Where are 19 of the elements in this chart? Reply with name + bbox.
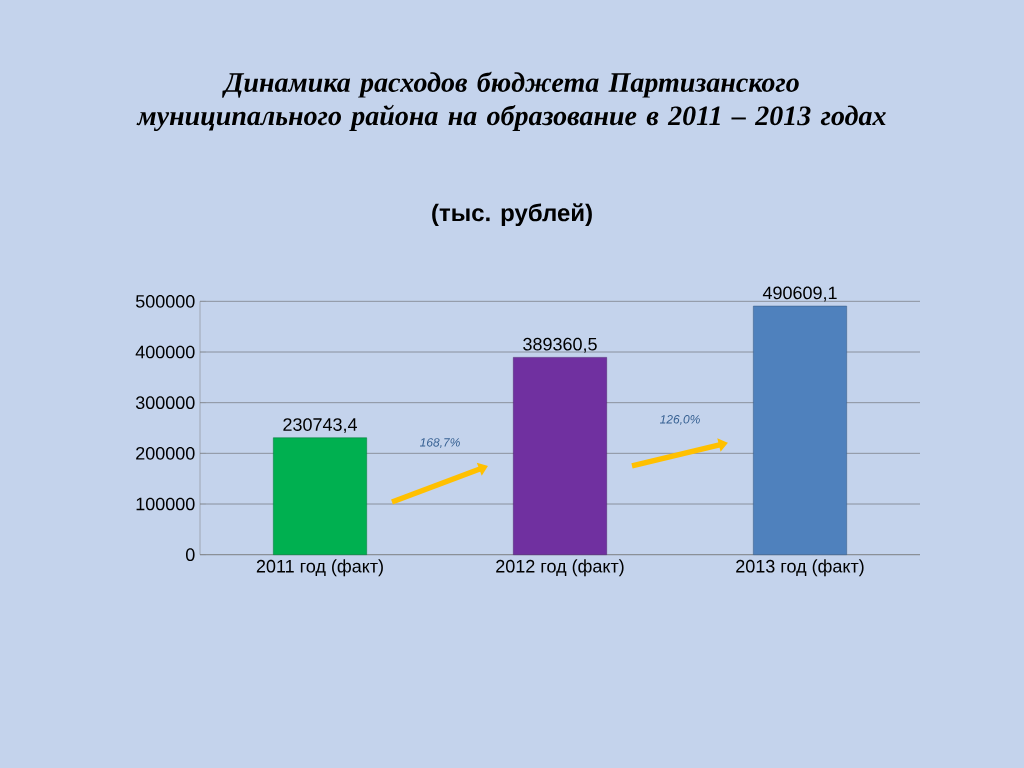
y-tick-label: 0 — [185, 548, 195, 562]
y-tick-label: 100000 — [136, 497, 195, 511]
data-label: 490609,1 — [762, 286, 837, 302]
y-tick-label: 200000 — [136, 446, 195, 460]
data-label: 230743,4 — [283, 418, 358, 434]
bar — [273, 437, 367, 555]
bar — [513, 357, 607, 555]
chart-subtitle: (тыс. рублей) — [432, 203, 592, 227]
y-tick-label: 400000 — [135, 345, 195, 359]
bar — [753, 305, 847, 555]
chart-title: Динамика расходов бюджета Партизанского муниципального района на образование в 2011 – 2013 годах — [136, 71, 886, 132]
annotation: 168,7% — [419, 438, 460, 449]
x-tick-label: 2012 год (факт) — [496, 559, 624, 577]
annotation: 126,0% — [659, 415, 700, 425]
x-tick-label: 2013 год (факт) — [736, 559, 864, 577]
y-tick-label: 300000 — [135, 396, 195, 410]
data-label: 389360,5 — [523, 337, 597, 353]
x-tick-label: 2011 год (факт) — [256, 559, 383, 577]
y-tick-label: 500000 — [135, 294, 195, 308]
